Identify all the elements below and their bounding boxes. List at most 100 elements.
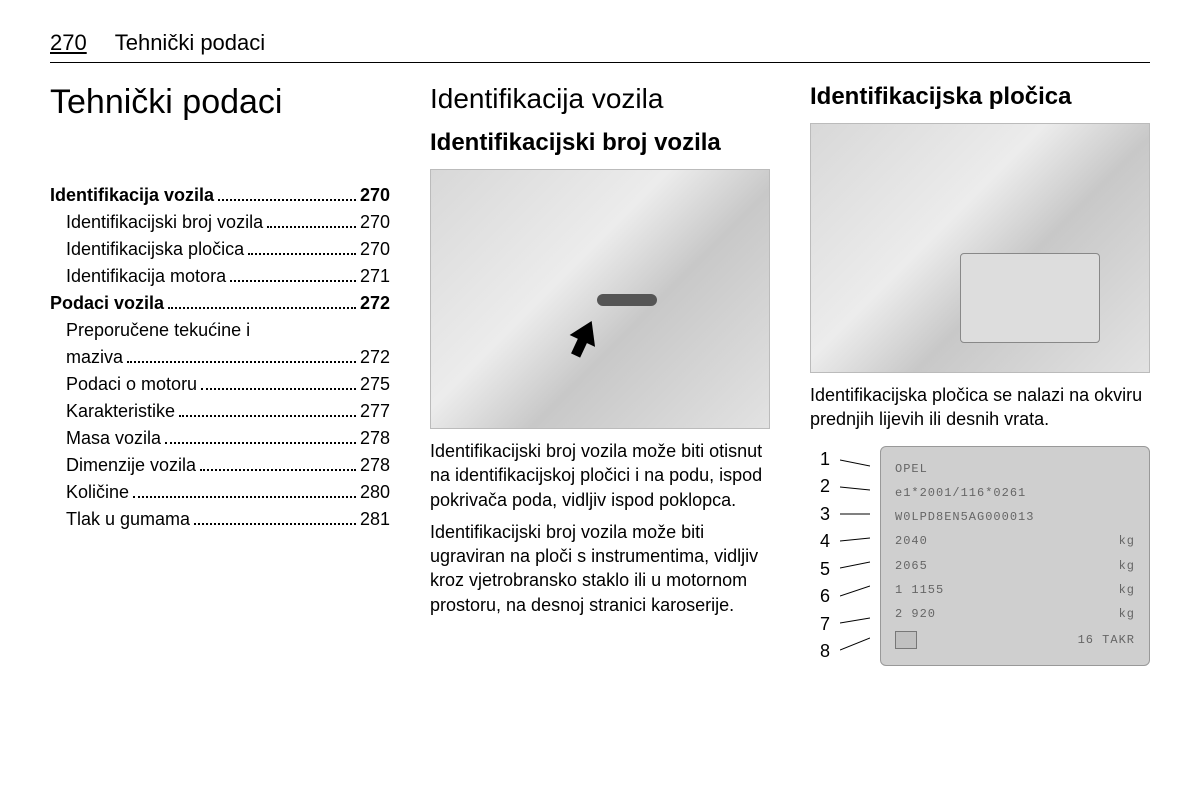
- toc-dots: [133, 482, 356, 498]
- toc-dots: [230, 266, 356, 282]
- plate-diagram-numbers: 1 2 3 4 5 6 7 8: [810, 446, 830, 666]
- toc-row: Karakteristike 277: [50, 398, 390, 425]
- toc-dots: [248, 239, 356, 255]
- toc-page: 272: [360, 344, 390, 371]
- toc-dots: [179, 401, 356, 417]
- plate-number: 7: [810, 614, 830, 635]
- plate-diagram-body: OPEL e1*2001/116*0261 W0LPD8EN5AG000013 204…: [880, 446, 1150, 666]
- plate-line: W0LPD8EN5AG000013: [895, 510, 1135, 524]
- plate-line-left: OPEL: [895, 462, 928, 476]
- plate-box-graphic: [960, 253, 1100, 343]
- plate-location-image: [810, 123, 1150, 373]
- plate-line: 16 TAKR: [895, 631, 1135, 649]
- toc-page: 271: [360, 263, 390, 290]
- plate-paragraph-1: Identifikacijska pločica se nalazi na ok…: [810, 383, 1150, 432]
- vin-slot-graphic: [597, 294, 657, 306]
- plate-line-left: 16 TAKR: [1078, 633, 1135, 647]
- plate-line-left: 2065: [895, 559, 928, 573]
- plate-line: 1 1155 kg: [895, 583, 1135, 597]
- toc-page: 270: [360, 236, 390, 263]
- toc-row: Podaci o motoru 275: [50, 371, 390, 398]
- plate-line: e1*2001/116*0261: [895, 486, 1135, 500]
- toc-row: maziva 272: [50, 344, 390, 371]
- vin-location-image: [430, 169, 770, 429]
- plate-square-icon: [895, 631, 917, 649]
- toc-label: Količine: [50, 479, 129, 506]
- toc-label: Podaci vozila: [50, 290, 164, 317]
- toc-dots: [201, 374, 356, 390]
- toc-row: Identifikacija motora 271: [50, 263, 390, 290]
- plate-number: 2: [810, 476, 830, 497]
- toc-dots: [194, 509, 356, 525]
- toc-page: 280: [360, 479, 390, 506]
- toc-row: Tlak u gumama 281: [50, 506, 390, 533]
- plate-line-right: kg: [1099, 534, 1135, 548]
- plate-number: 6: [810, 586, 830, 607]
- content-columns: Tehnički podaci Identifikacija vozila 270…: [50, 83, 1150, 666]
- section-title-identification: Identifikacija vozila: [430, 83, 770, 115]
- plate-line: OPEL: [895, 462, 1135, 476]
- plate-number: 3: [810, 504, 830, 525]
- plate-line: 2 920 kg: [895, 607, 1135, 621]
- toc-page: 275: [360, 371, 390, 398]
- plate-line: 2065 kg: [895, 559, 1135, 573]
- plate-line-right: kg: [1099, 559, 1135, 573]
- column-identification: Identifikacija vozila Identifikacijski b…: [430, 83, 770, 666]
- toc-label: Tlak u gumama: [50, 506, 190, 533]
- vin-paragraph-1: Identifikacijski broj vozila može biti o…: [430, 439, 770, 512]
- plate-line-right: kg: [1099, 583, 1135, 597]
- toc-label: Dimenzije vozila: [50, 452, 196, 479]
- plate-line-left: W0LPD8EN5AG000013: [895, 510, 1034, 524]
- toc-page: 281: [360, 506, 390, 533]
- toc-label: Identifikacijska pločica: [50, 236, 244, 263]
- plate-number: 5: [810, 559, 830, 580]
- toc-row: Identifikacijska pločica 270: [50, 236, 390, 263]
- plate-line-left: 2 920: [895, 607, 936, 621]
- toc-page: 272: [360, 290, 390, 317]
- toc-label: maziva: [50, 344, 123, 371]
- plate-number: 1: [810, 449, 830, 470]
- plate-diagram-leader-lines: [840, 446, 870, 666]
- plate-diagram: 1 2 3 4 5 6 7 8 OPEL e1*2001/116*0261 W0LPD8EN5AG…: [810, 446, 1150, 666]
- toc-dots: [168, 293, 356, 309]
- toc-dots: [165, 428, 356, 444]
- vin-paragraph-2: Identifikacijski broj vozila može biti u…: [430, 520, 770, 617]
- page-number: 270: [50, 30, 87, 56]
- page-header: 270 Tehnički podaci: [50, 30, 1150, 63]
- plate-line-left: 1 1155: [895, 583, 944, 597]
- header-title: Tehnički podaci: [115, 30, 265, 56]
- toc-label: Masa vozila: [50, 425, 161, 452]
- toc-label: Podaci o motoru: [50, 371, 197, 398]
- toc-row: Identifikacija vozila 270: [50, 182, 390, 209]
- arrow-icon: [570, 315, 605, 347]
- toc-row: Podaci vozila 272: [50, 290, 390, 317]
- toc-row: Masa vozila 278: [50, 425, 390, 452]
- toc-dots: [218, 185, 356, 201]
- subsection-title-vin: Identifikacijski broj vozila: [430, 129, 770, 157]
- toc-page: 270: [360, 209, 390, 236]
- plate-number: 8: [810, 641, 830, 662]
- main-title: Tehnički podaci: [50, 83, 390, 122]
- toc-label: Identifikacija motora: [50, 263, 226, 290]
- plate-line-right: kg: [1099, 607, 1135, 621]
- toc-dots: [127, 347, 356, 363]
- toc-label: Identifikacija vozila: [50, 182, 214, 209]
- plate-line-left: 2040: [895, 534, 928, 548]
- toc-page: 278: [360, 425, 390, 452]
- leader-lines-svg: [840, 446, 870, 666]
- toc-row: Dimenzije vozila 278: [50, 452, 390, 479]
- plate-line: 2040 kg: [895, 534, 1135, 548]
- toc-row: Količine 280: [50, 479, 390, 506]
- column-plate: Identifikacijska pločica Identifikacijsk…: [810, 83, 1150, 666]
- table-of-contents: Identifikacija vozila270Identifikacijski…: [50, 182, 390, 533]
- toc-dots: [200, 455, 356, 471]
- toc-label: Preporučene tekućine i: [50, 317, 250, 344]
- toc-page: 277: [360, 398, 390, 425]
- toc-label: Identifikacijski broj vozila: [50, 209, 263, 236]
- toc-page: 278: [360, 452, 390, 479]
- toc-page: 270: [360, 182, 390, 209]
- toc-row: Identifikacijski broj vozila 270: [50, 209, 390, 236]
- toc-label: Karakteristike: [50, 398, 175, 425]
- plate-number: 4: [810, 531, 830, 552]
- toc-row: Preporučene tekućine i: [50, 317, 390, 344]
